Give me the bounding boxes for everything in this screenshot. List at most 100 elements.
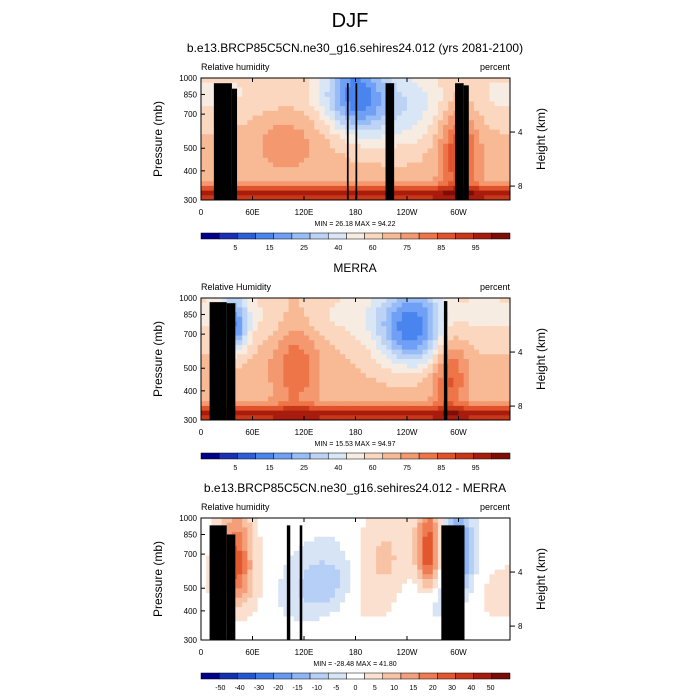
heatmap-cell — [319, 190, 325, 196]
colorbar-swatch — [364, 452, 384, 460]
heatmap-cell — [324, 588, 331, 594]
heatmap-cell — [355, 359, 362, 365]
heatmap-cell — [314, 344, 320, 351]
heatmap-cell — [448, 185, 454, 192]
heatmap-cell — [283, 574, 289, 580]
xtick-label: 120E — [295, 428, 314, 437]
heatmap-cell — [257, 129, 264, 135]
heatmap-cell — [247, 415, 253, 421]
heatmap-cell — [283, 307, 289, 313]
heatmap-cell — [350, 368, 356, 374]
heatmap-cell — [407, 583, 413, 589]
heatmap-cell — [257, 354, 264, 360]
heatmap-cell — [293, 391, 300, 397]
heatmap-cell — [334, 373, 341, 379]
heatmap-cell — [370, 139, 377, 145]
heatmap-cell — [489, 171, 495, 177]
heatmap-cell — [443, 181, 449, 187]
heatmap-cell — [267, 87, 274, 93]
heatmap-cell — [391, 625, 398, 632]
heatmap-cell — [381, 588, 387, 594]
heatmap-cell — [360, 625, 367, 632]
heatmap-cell — [473, 597, 480, 603]
heatmap-cell — [479, 302, 485, 308]
heatmap-cell — [355, 330, 362, 336]
heatmap-cell — [355, 326, 362, 332]
heatmap-cell — [448, 120, 454, 126]
heatmap-cell — [345, 359, 351, 365]
heatmap-cell — [422, 635, 428, 641]
heatmap-cell — [242, 527, 248, 533]
heatmap-cell — [242, 373, 248, 379]
heatmap-cell — [432, 602, 439, 608]
terrain-mask — [299, 525, 303, 640]
heatmap-cell — [396, 120, 403, 126]
heatmap-cell — [242, 621, 248, 627]
heatmap-cell — [201, 110, 207, 116]
heatmap-cell — [242, 410, 248, 416]
heatmap-cell — [247, 405, 253, 412]
heatmap-cell — [473, 349, 480, 355]
heatmap-cell — [304, 92, 310, 98]
heatmap-cell — [396, 373, 403, 379]
heatmap-cell — [242, 560, 248, 566]
heatmap-cell — [355, 401, 362, 407]
heatmap-cell — [273, 335, 279, 341]
heatmap-cell — [494, 181, 501, 187]
colorbar-label: 40 — [334, 465, 342, 472]
heatmap-cell — [340, 101, 346, 107]
heatmap-cell — [262, 518, 269, 524]
heatmap-cell — [499, 368, 506, 374]
heatmap-cell — [468, 415, 475, 421]
heatmap-cell — [494, 532, 501, 538]
heatmap-cell — [453, 307, 459, 313]
heatmap-cell — [350, 415, 356, 421]
heatmap-cell — [314, 82, 320, 88]
heatmap-cell — [247, 195, 253, 201]
heatmap-cell — [298, 359, 305, 365]
heatmap-cell — [376, 373, 382, 379]
ytick-label: 850 — [184, 90, 198, 99]
heatmap-cell — [293, 405, 300, 412]
heatmap-cell — [231, 78, 238, 84]
heatmap-cell — [473, 153, 480, 159]
heatmap-cell — [324, 396, 331, 402]
heatmap-cell — [401, 574, 408, 580]
heatmap-cell — [242, 382, 248, 388]
heatmap-cell — [309, 316, 315, 322]
heatmap-cell — [407, 522, 413, 528]
heatmap-cell — [381, 148, 387, 154]
heatmap-cell — [489, 176, 495, 182]
colorbar-swatch — [455, 452, 474, 460]
heatmap-cell — [489, 607, 495, 613]
heatmap-cell — [319, 564, 325, 571]
heatmap-cell — [427, 597, 434, 603]
heatmap-cell — [396, 621, 403, 627]
heatmap-cell — [422, 78, 428, 84]
heatmap-cell — [381, 382, 387, 388]
heatmap-cell — [432, 387, 439, 393]
heatmap-cell — [422, 92, 428, 98]
heatmap-cell — [298, 101, 305, 107]
colorbar-swatch — [218, 672, 238, 680]
heatmap-cell — [242, 139, 248, 145]
heatmap-cell — [237, 363, 243, 369]
heatmap-cell — [329, 518, 336, 524]
heatmap-cell — [468, 387, 475, 393]
heatmap-cell — [391, 396, 398, 402]
colorbar-swatch — [455, 672, 474, 680]
heatmap-cell — [432, 574, 439, 580]
heatmap-cell — [458, 415, 465, 421]
heatmap-cell — [345, 377, 351, 383]
heatmap-cell — [283, 195, 289, 201]
heatmap-cell — [267, 354, 274, 360]
heatmap-cell — [283, 190, 289, 196]
heatmap-cell — [458, 518, 465, 524]
heatmap-cell — [237, 560, 243, 566]
heatmap-cell — [201, 597, 207, 603]
heatmap-cell — [412, 382, 418, 388]
heatmap-cell — [242, 195, 248, 201]
heatmap-cell — [283, 583, 289, 589]
heatmap-cell — [376, 579, 382, 585]
heatmap-cell — [437, 588, 444, 594]
